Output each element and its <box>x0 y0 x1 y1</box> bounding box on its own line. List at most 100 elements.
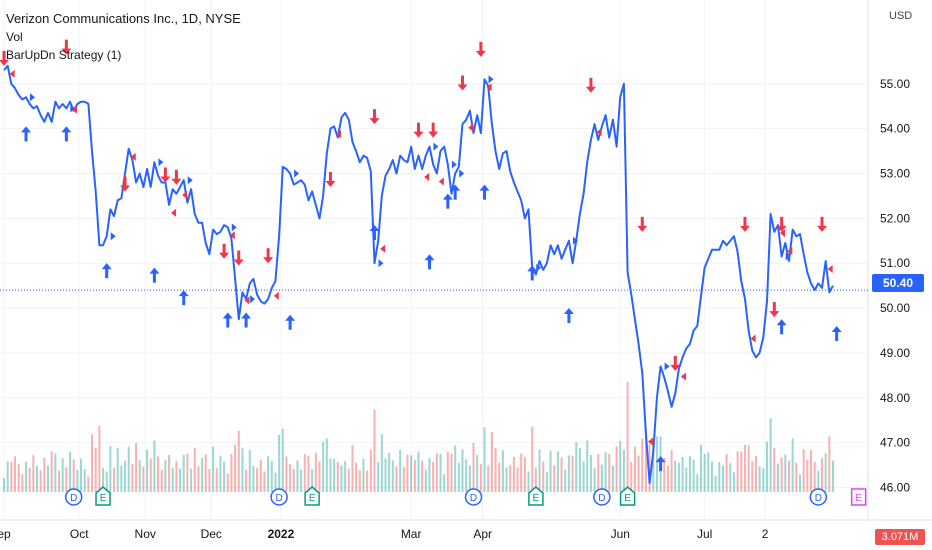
volume-bar <box>307 456 310 492</box>
volume-bar <box>212 446 215 492</box>
volume-bar <box>644 428 647 492</box>
arrow-shaft <box>328 171 332 182</box>
volume-bar <box>589 455 592 492</box>
volume-bar <box>388 452 391 492</box>
volume-bar <box>13 456 17 492</box>
arrow-shaft <box>428 259 432 270</box>
arrow-head <box>655 456 666 463</box>
time-tick-label: Apr <box>473 527 492 541</box>
volume-bar <box>754 455 757 492</box>
buy-signal-arrow <box>479 184 490 200</box>
arrow-shaft <box>743 216 747 227</box>
strategy-signals <box>0 39 842 472</box>
volume-bar <box>432 461 435 492</box>
sell-signal-arrow <box>457 75 468 91</box>
volume-bar <box>736 451 739 492</box>
arrow-head <box>241 312 252 319</box>
sell-signal-arrow <box>776 216 787 232</box>
volume-bar <box>527 471 530 492</box>
sell-signal-arrow <box>816 216 827 232</box>
volume-bar <box>10 461 13 492</box>
arrow-head <box>769 311 780 318</box>
time-tick-label: Dec <box>201 527 222 541</box>
volume-bar <box>377 462 380 492</box>
arrow-head <box>413 131 424 138</box>
volume-bar <box>483 427 486 492</box>
volume-bar <box>450 453 453 492</box>
arrow-head <box>160 176 171 183</box>
currency-label[interactable]: USD <box>889 10 913 22</box>
volume-bar <box>270 461 273 492</box>
volume-bar <box>127 446 130 492</box>
time-tick-label: 2 <box>762 527 769 541</box>
volume-bar <box>586 440 589 492</box>
volume-bar <box>116 448 119 492</box>
arrow-shaft <box>589 77 593 88</box>
arrow-shaft <box>530 270 534 281</box>
volume-bar <box>729 463 732 492</box>
volume-indicator-label[interactable]: Vol <box>6 30 23 44</box>
volume-bar <box>87 476 90 492</box>
arrow-shaft <box>105 268 109 279</box>
volume-bar <box>256 468 259 492</box>
volume-bar <box>828 436 831 492</box>
volume-bar <box>215 468 218 492</box>
volume-bar <box>358 470 361 492</box>
buy-entry-marker <box>536 263 542 272</box>
volume-bar <box>366 470 369 492</box>
volume-bar <box>542 461 545 492</box>
volume-bar <box>780 457 783 492</box>
volume-bar <box>655 436 658 492</box>
sell-entry-marker <box>72 105 78 114</box>
volume-bar <box>703 453 706 492</box>
volume-bar <box>2 478 6 492</box>
time-axis: ep Oct Nov Dec 2022 Mar Apr Jun Jul 2 <box>0 527 769 541</box>
volume-bar <box>417 451 420 492</box>
volume-bar <box>670 450 673 492</box>
volume-bar <box>399 449 402 492</box>
volume-bar <box>300 469 303 492</box>
volume-bar <box>465 459 468 492</box>
volume-bar <box>549 450 552 492</box>
price-tick-label: 55.00 <box>880 77 910 91</box>
volume-bar <box>762 468 765 492</box>
arrow-shaft <box>266 248 270 259</box>
sell-entry-marker <box>438 177 444 186</box>
volume-bar <box>494 448 497 492</box>
arrow-head <box>479 184 490 191</box>
volume-bar <box>190 468 193 492</box>
volume-bar <box>520 453 523 492</box>
volume-bar <box>413 460 416 492</box>
volume-bar <box>164 460 167 492</box>
arrow-head <box>585 86 596 93</box>
price-tick-label: 46.00 <box>880 481 910 495</box>
volume-bar <box>501 450 504 492</box>
volume-bar <box>571 456 574 492</box>
volume-bar <box>641 438 644 492</box>
volume-bar <box>395 466 398 492</box>
arrow-shaft <box>163 167 167 178</box>
arrow-shaft <box>2 50 6 61</box>
buy-entry-marker <box>187 176 193 185</box>
volume-bar <box>369 449 372 492</box>
volume-bar <box>479 463 482 492</box>
arrow-shaft <box>835 330 839 341</box>
volume-bar <box>666 465 669 492</box>
buy-entry-marker <box>250 295 256 304</box>
strategy-label[interactable]: BarUpDn Strategy (1) <box>6 48 122 62</box>
price-axis: 55.00 54.00 53.00 52.00 51.00 50.00 49.00 48.00… <box>880 77 910 495</box>
arrow-head <box>233 259 244 266</box>
volume-bar <box>32 455 35 492</box>
symbol-title[interactable]: Verizon Communications Inc., 1D, NYSE <box>6 11 241 26</box>
arrow-head <box>637 225 648 232</box>
buy-entry-marker <box>488 75 494 84</box>
dividend-icon <box>593 488 611 506</box>
volume-bar <box>813 461 816 492</box>
volume-bar <box>424 469 427 492</box>
volume-bar <box>278 435 281 492</box>
buy-signal-arrow <box>21 126 32 142</box>
buy-signal-arrow <box>285 314 296 330</box>
arrow-head <box>816 225 827 232</box>
